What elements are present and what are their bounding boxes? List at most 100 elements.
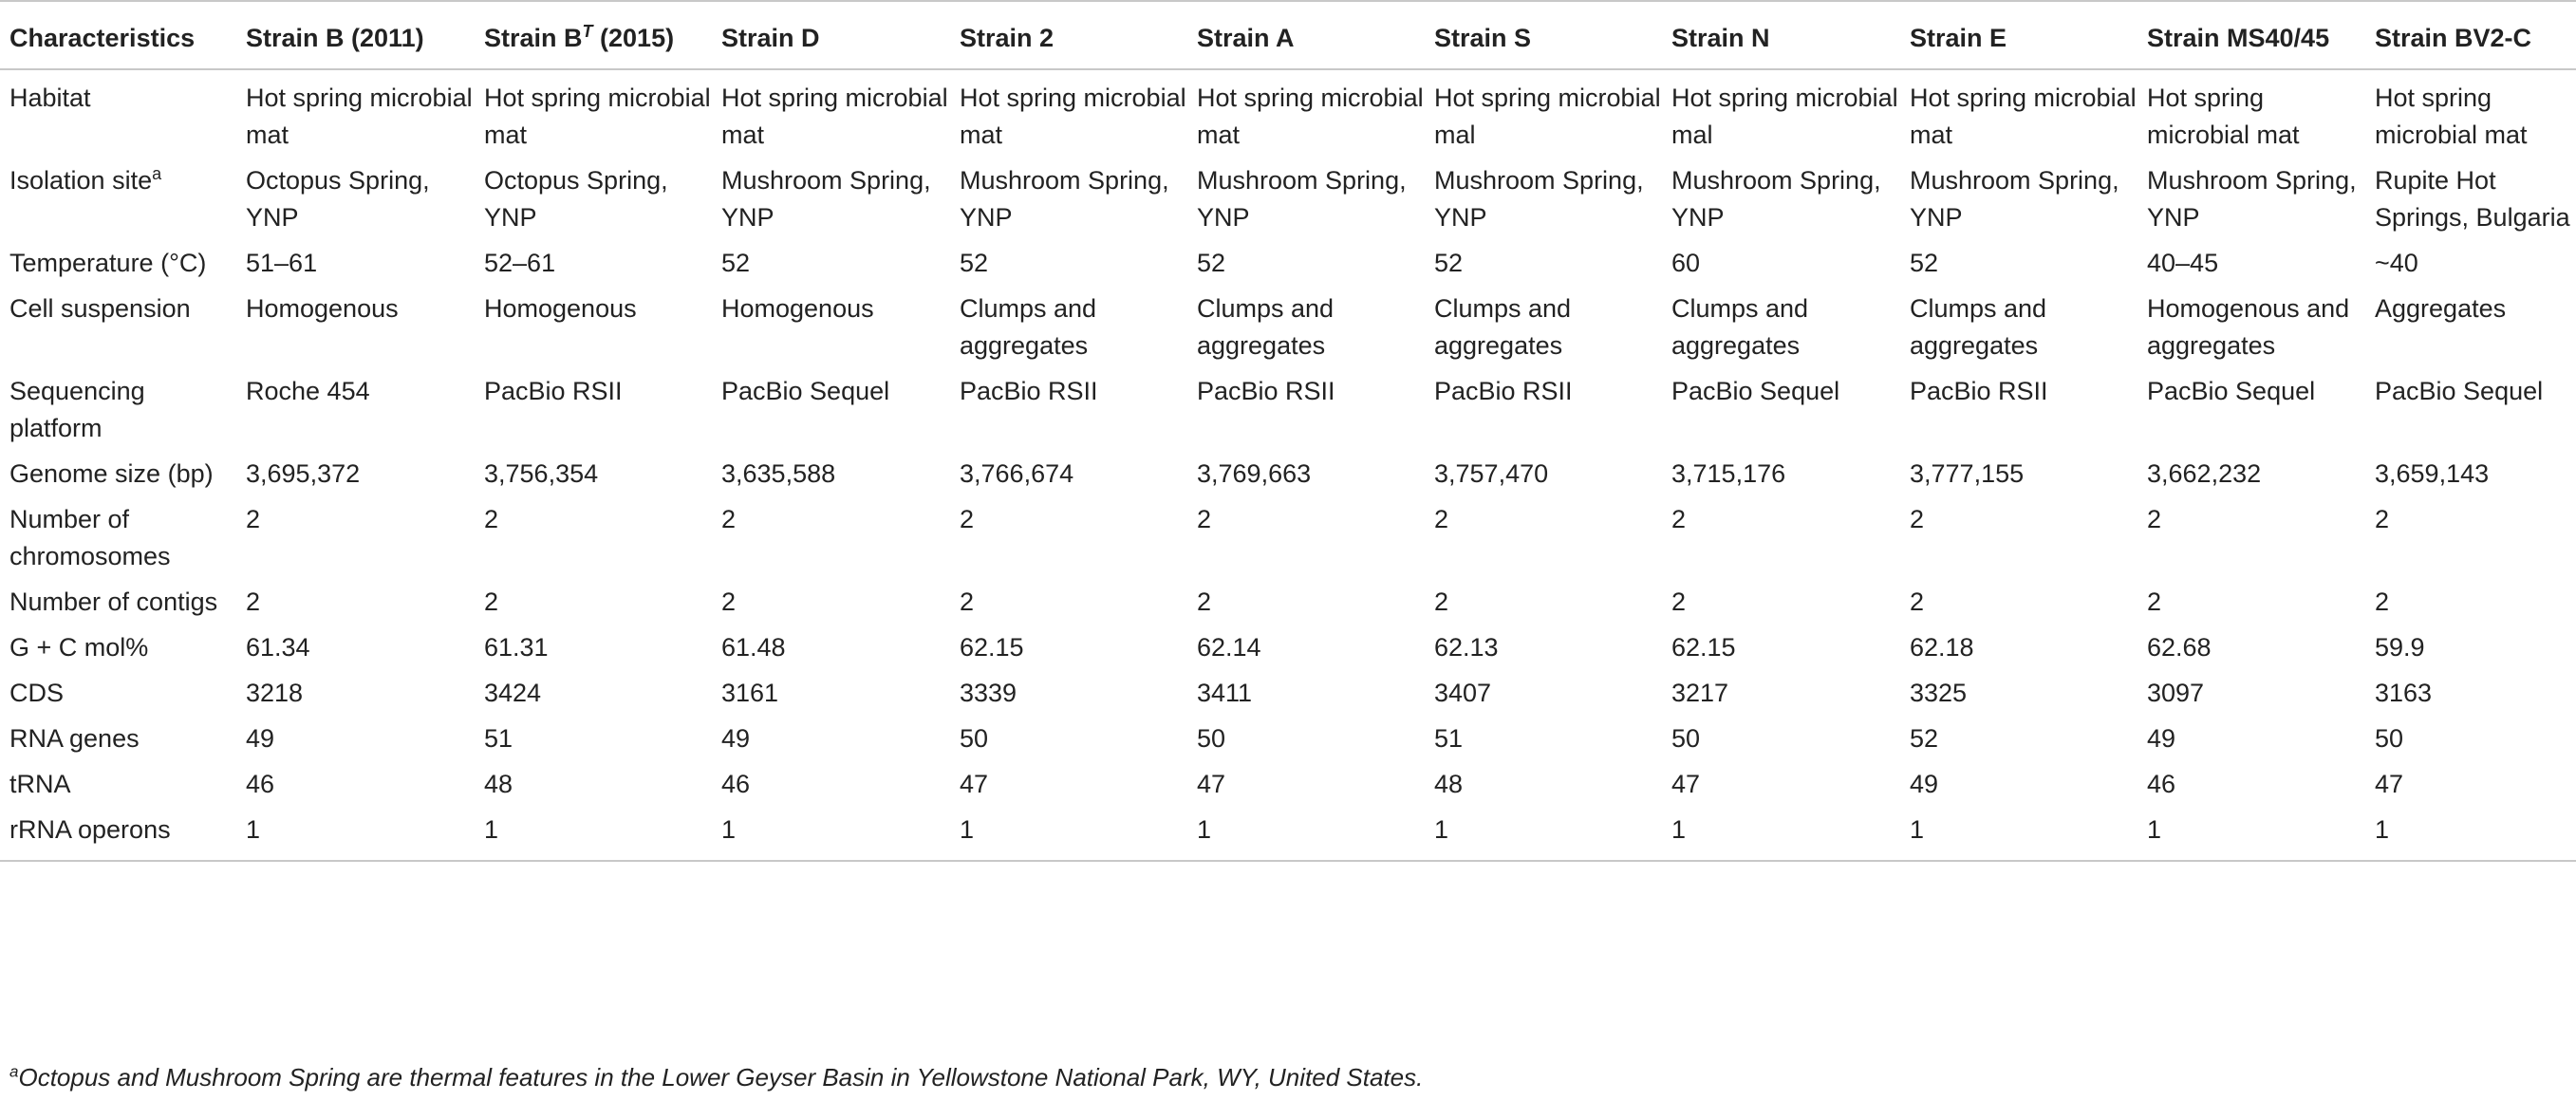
table-cell: Mushroom Spring, YNP <box>1434 166 1644 232</box>
column-header-label: Strain B (2011) <box>246 24 424 52</box>
column-header-label: Strain MS40/45 <box>2147 24 2330 52</box>
table-cell: 46 <box>721 770 751 798</box>
table-cell: 2 <box>246 588 261 616</box>
column-header-strain: Strain MS40/45 <box>2137 0 2365 70</box>
table-cell: 40–45 <box>2147 249 2219 277</box>
table-cell: Clumps and aggregates <box>960 294 1097 360</box>
table-cell: 3411 <box>1197 679 1253 707</box>
row-label-cell: Isolation sitea <box>0 159 236 242</box>
table-cell: 59.9 <box>2375 633 2425 662</box>
table-cell: Hot spring microbial mat <box>1910 84 2137 149</box>
table-cell: Hot spring microbial mat <box>246 84 473 149</box>
table-body: Habitat Hot spring microbial mat Hot sprin… <box>0 69 2576 862</box>
table-cell: 50 <box>960 724 989 753</box>
table-cell: PacBio RSII <box>484 377 623 405</box>
table-cell: Hot spring microbial mat <box>1197 84 1424 149</box>
table-row: Number of contigs 2 2 2 2 2 2 2 2 2 2 <box>0 581 2576 626</box>
column-header-label: Strain S <box>1434 24 1532 52</box>
row-label: Number of chromosomes <box>9 505 171 570</box>
column-header-strain: Strain A <box>1187 0 1425 70</box>
table-cell: 2 <box>1434 505 1449 533</box>
table-cell: 1 <box>1662 809 1900 862</box>
table-cell: 3407 <box>1434 679 1492 707</box>
table-cell: Hot spring microbial mat <box>484 84 711 149</box>
column-header-superscript: T <box>582 22 593 41</box>
table-cell: PacBio Sequel <box>2147 377 2316 405</box>
column-header-suffix: (2015) <box>592 24 675 52</box>
table-cell: 47 <box>960 770 989 798</box>
table-cell: 2 <box>721 588 737 616</box>
table-cell: 1 <box>950 809 1187 862</box>
table-cell: 3,769,663 <box>1197 459 1312 488</box>
table-cell: Hot spring microbial mat <box>721 84 948 149</box>
table-cell: 50 <box>1671 724 1701 753</box>
table-cell: Hot spring microbial mat <box>2375 84 2528 149</box>
row-label: Temperature (°C) <box>9 249 207 277</box>
column-header-strain: Strain 2 <box>950 0 1187 70</box>
row-label: Habitat <box>9 84 91 112</box>
table-cell: 1 <box>475 809 712 862</box>
table-cell: 1 <box>2365 809 2576 862</box>
table-cell: Roche 454 <box>246 377 370 405</box>
table-cell: 2 <box>1197 505 1212 533</box>
row-label-cell: rRNA operons <box>0 809 236 862</box>
table-cell: 2 <box>1671 505 1687 533</box>
table-row: RNA genes 49 51 49 50 50 51 50 52 49 50 <box>0 718 2576 763</box>
table-cell: 3,635,588 <box>721 459 836 488</box>
table-cell: Homogenous <box>246 294 399 323</box>
table-row: G + C mol% 61.34 61.31 61.48 62.15 62.14 62.13… <box>0 626 2576 672</box>
table-cell: PacBio Sequel <box>2375 377 2544 405</box>
row-label-superscript: a <box>152 164 162 183</box>
table-cell: 49 <box>721 724 751 753</box>
table-cell: Hot spring microbial mal <box>1671 84 1898 149</box>
column-header-strain: Strain B (2011) <box>236 0 475 70</box>
table-cell: PacBio Sequel <box>1671 377 1840 405</box>
table-footnote: aOctopus and Mushroom Spring are thermal… <box>9 1061 2563 1093</box>
table-cell: 47 <box>1197 770 1226 798</box>
table-cell: 3,756,354 <box>484 459 599 488</box>
table-cell: 46 <box>2147 770 2176 798</box>
table-cell: Octopus Spring, YNP <box>484 166 668 232</box>
table-cell: 49 <box>2147 724 2176 753</box>
row-label-cell: Habitat <box>0 69 236 159</box>
table-cell: 1 <box>1425 809 1662 862</box>
table-cell: 3217 <box>1671 679 1729 707</box>
table-cell: 49 <box>246 724 275 753</box>
table-cell: Clumps and aggregates <box>1197 294 1335 360</box>
table-cell: 2 <box>1910 505 1925 533</box>
row-label-cell: Temperature (°C) <box>0 242 236 288</box>
table-cell: 52 <box>1434 249 1464 277</box>
footnote-marker: a <box>9 1062 19 1081</box>
table-cell: 3,715,176 <box>1671 459 1786 488</box>
column-header-characteristics: Characteristics <box>0 0 236 70</box>
row-label: tRNA <box>9 770 71 798</box>
table-cell: 49 <box>1910 770 1939 798</box>
column-header-strain: Strain N <box>1662 0 1900 70</box>
table-cell: Mushroom Spring, YNP <box>960 166 1169 232</box>
row-label: Number of contigs <box>9 588 218 616</box>
table-cell: 52 <box>960 249 989 277</box>
table-cell: 1 <box>712 809 950 862</box>
table-row: Genome size (bp) 3,695,372 3,756,354 3,635,… <box>0 453 2576 498</box>
table-cell: 62.13 <box>1434 633 1499 662</box>
table-cell: Clumps and aggregates <box>1671 294 1809 360</box>
table-cell: 51 <box>484 724 513 753</box>
table-cell: 62.14 <box>1197 633 1261 662</box>
table-cell: 3424 <box>484 679 542 707</box>
column-header-label: Strain E <box>1910 24 2007 52</box>
table-cell: 3,777,155 <box>1910 459 2025 488</box>
table-cell: Clumps and aggregates <box>1434 294 1572 360</box>
table-cell: 61.31 <box>484 633 549 662</box>
row-label-cell: Genome size (bp) <box>0 453 236 498</box>
column-header-label: Strain A <box>1197 24 1295 52</box>
table-cell: 2 <box>1434 588 1449 616</box>
table-cell: 52 <box>1910 249 1939 277</box>
table-row: rRNA operons 1 1 1 1 1 1 1 1 1 1 <box>0 809 2576 862</box>
table-cell: 46 <box>246 770 275 798</box>
table-cell: 1 <box>236 809 475 862</box>
table-cell: 52 <box>721 249 751 277</box>
table-cell: 51–61 <box>246 249 318 277</box>
table-cell: 2 <box>246 505 261 533</box>
table-cell: 62.15 <box>960 633 1024 662</box>
